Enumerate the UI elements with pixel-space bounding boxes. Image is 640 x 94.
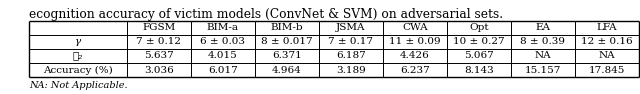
Text: 15.157: 15.157 (525, 66, 561, 75)
Text: 7 ± 0.12: 7 ± 0.12 (136, 37, 181, 46)
Text: 4.015: 4.015 (208, 51, 238, 60)
Text: 6.237: 6.237 (400, 66, 429, 75)
Text: γ: γ (75, 37, 81, 46)
Text: Accuracy (%): Accuracy (%) (43, 65, 113, 75)
Text: BIM-a: BIM-a (207, 23, 239, 32)
Text: 8 ± 0.017: 8 ± 0.017 (261, 37, 313, 46)
Text: CWA: CWA (402, 23, 428, 32)
Text: 6.371: 6.371 (272, 51, 301, 60)
Text: 12 ± 0.16: 12 ± 0.16 (581, 37, 632, 46)
Text: 7 ± 0.17: 7 ± 0.17 (328, 37, 373, 46)
Text: 6.187: 6.187 (336, 51, 365, 60)
Text: 5.067: 5.067 (464, 51, 493, 60)
Text: 10 ± 0.27: 10 ± 0.27 (453, 37, 504, 46)
Text: EA: EA (535, 23, 550, 32)
Text: 6 ± 0.03: 6 ± 0.03 (200, 37, 245, 46)
Text: 5.637: 5.637 (144, 51, 174, 60)
Text: JSMA: JSMA (336, 23, 365, 32)
Text: NA: Not Applicable.: NA: Not Applicable. (29, 81, 127, 90)
Text: 3.189: 3.189 (336, 66, 365, 75)
Text: ℓ₂: ℓ₂ (73, 51, 83, 60)
Text: Opt: Opt (469, 23, 488, 32)
Text: BIM-b: BIM-b (271, 23, 303, 32)
Text: 4.426: 4.426 (400, 51, 429, 60)
Text: NA: NA (534, 51, 551, 60)
Text: LFA: LFA (596, 23, 617, 32)
Text: 11 ± 0.09: 11 ± 0.09 (389, 37, 440, 46)
Text: ecognition accuracy of victim models (ConvNet & SVM) on adversarial sets.: ecognition accuracy of victim models (Co… (29, 8, 503, 21)
Text: 17.845: 17.845 (589, 66, 625, 75)
Text: 8 ± 0.39: 8 ± 0.39 (520, 37, 565, 46)
Text: 4.964: 4.964 (272, 66, 301, 75)
Text: NA: NA (598, 51, 615, 60)
Text: 6.017: 6.017 (208, 66, 238, 75)
Text: 3.036: 3.036 (144, 66, 174, 75)
Text: FGSM: FGSM (142, 23, 175, 32)
Text: 8.143: 8.143 (464, 66, 493, 75)
